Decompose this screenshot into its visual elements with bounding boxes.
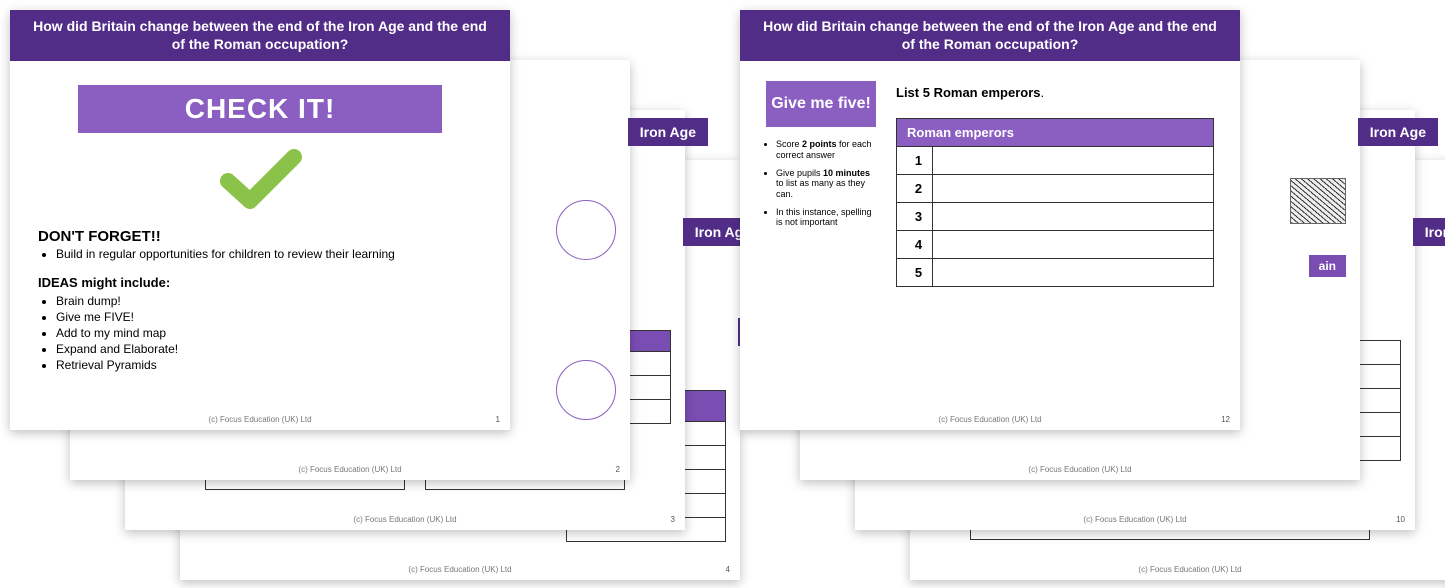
footer-text: (c) Focus Education (UK) Ltd xyxy=(800,465,1360,474)
row-blank xyxy=(933,203,1214,231)
page-number: 12 xyxy=(1221,415,1230,424)
row-num: 2 xyxy=(897,175,933,203)
footer-text: (c) Focus Education (UK) Ltd xyxy=(125,515,685,524)
slide-header: How did Britain change between the end o… xyxy=(740,10,1240,61)
footer-text: (c) Focus Education (UK) Ltd xyxy=(740,415,1240,424)
roman-etching-thumb xyxy=(1290,178,1346,224)
gmf-bullet-3: In this instance, spelling is not import… xyxy=(776,207,876,228)
gmf-bullet-1: Score 2 points for each correct answer xyxy=(776,139,876,160)
page-number: 3 xyxy=(671,515,675,524)
row-blank xyxy=(933,259,1214,287)
row-num: 1 xyxy=(897,147,933,175)
gmf-instructions: Score 2 points for each correct answer G… xyxy=(776,139,876,227)
row-num: 3 xyxy=(897,203,933,231)
page-number: 1 xyxy=(496,415,500,424)
idea-item: Brain dump! xyxy=(56,294,482,308)
footer-text: (c) Focus Education (UK) Ltd xyxy=(10,415,510,424)
row-blank xyxy=(933,175,1214,203)
idea-item: Retrieval Pyramids xyxy=(56,358,482,372)
check-it-title: CHECK IT! xyxy=(78,85,442,133)
ideas-heading: IDEAS might include: xyxy=(38,275,482,290)
mindmap-oval-2 xyxy=(556,200,616,260)
row-blank xyxy=(933,147,1214,175)
gmf-bullet-2: Give pupils 10 minutes to list as many a… xyxy=(776,168,876,199)
left-slide-stack: Iron Age ate to (c) Focus Education (UK)… xyxy=(10,10,710,570)
gmf-prompt: List 5 Roman emperors. xyxy=(896,85,1214,100)
row-blank xyxy=(933,231,1214,259)
page-number: 10 xyxy=(1396,515,1405,524)
iron-age-chip: Iron Age xyxy=(1358,118,1438,146)
mindmap-oval-3 xyxy=(556,360,616,420)
idea-item: Give me FIVE! xyxy=(56,310,482,324)
footer-text: (c) Focus Education (UK) Ltd xyxy=(70,465,630,474)
row-num: 5 xyxy=(897,259,933,287)
footer-text: (c) Focus Education (UK) Ltd xyxy=(180,565,740,574)
page-number: 2 xyxy=(616,465,620,474)
idea-item: Expand and Elaborate! xyxy=(56,342,482,356)
checkmark-icon xyxy=(38,143,482,218)
idea-item: Add to my mind map xyxy=(56,326,482,340)
footer-text: (c) Focus Education (UK) Ltd xyxy=(910,565,1445,574)
emperors-table-header: Roman emperors xyxy=(897,119,1214,147)
give-me-five-badge: Give me five! xyxy=(766,81,876,127)
ain-header: ain xyxy=(1309,255,1346,277)
emperors-table: Roman emperors 1 2 3 4 5 xyxy=(896,118,1214,287)
dont-forget-heading: DON'T FORGET!! xyxy=(38,228,482,245)
slide-12-give-me-five: How did Britain change between the end o… xyxy=(740,10,1240,430)
iron-age-chip: Iron Age xyxy=(628,118,708,146)
ideas-list: Brain dump! Give me FIVE! Add to my mind… xyxy=(56,294,482,372)
row-num: 4 xyxy=(897,231,933,259)
page-number: 4 xyxy=(726,565,730,574)
right-slide-stack: Iron Age (c) Focus Education (UK) Ltd 1 1… xyxy=(740,10,1440,570)
dont-forget-text: Build in regular opportunities for child… xyxy=(56,247,482,261)
footer-text: (c) Focus Education (UK) Ltd xyxy=(855,515,1415,524)
slide-1-check-it: How did Britain change between the end o… xyxy=(10,10,510,430)
slide-header: How did Britain change between the end o… xyxy=(10,10,510,61)
iron-age-chip: Iron Age xyxy=(1413,218,1445,246)
